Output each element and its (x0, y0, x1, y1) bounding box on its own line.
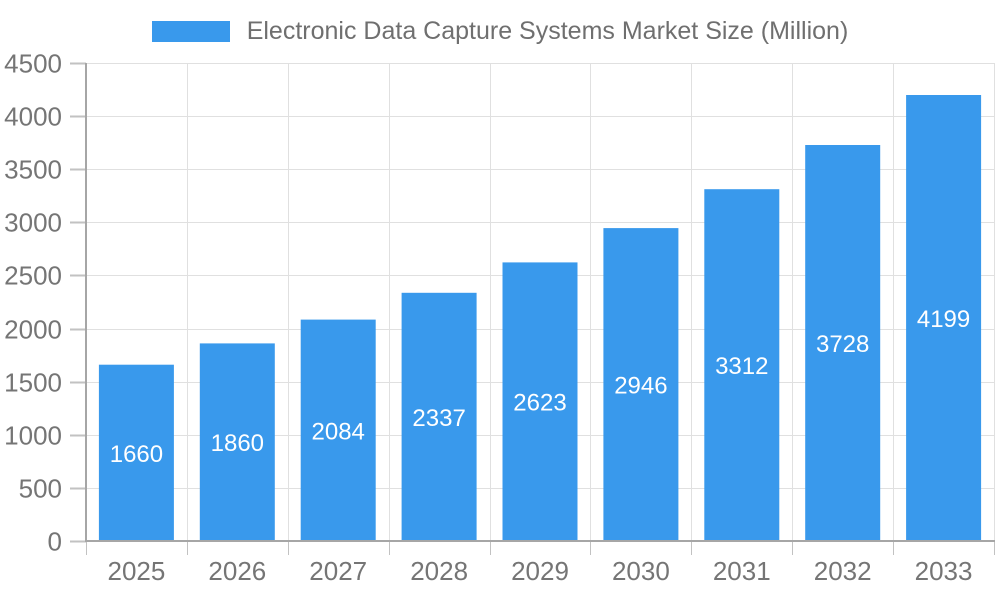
x-tick-label: 2027 (309, 556, 367, 586)
bar-2032[interactable] (805, 145, 881, 541)
bar-value-label: 3312 (715, 353, 768, 380)
x-tick-label: 2026 (208, 556, 266, 586)
y-tick-label: 0 (48, 527, 62, 557)
bar-2028[interactable] (401, 292, 477, 541)
y-tick-label: 3000 (4, 208, 62, 238)
x-tick-label: 2031 (713, 556, 771, 586)
bar-value-label: 1860 (211, 430, 264, 457)
y-tick-label: 2000 (4, 315, 62, 345)
bar-value-label: 2946 (614, 373, 667, 400)
legend-title: Electronic Data Capture Systems Market S… (246, 17, 849, 45)
y-tick-label: 3500 (4, 155, 62, 185)
bar-2029[interactable] (502, 262, 578, 541)
bar-2025[interactable] (98, 364, 174, 541)
chart-legend[interactable]: Electronic Data Capture Systems Market S… (0, 17, 1000, 45)
bar-2027[interactable] (300, 319, 376, 541)
bar-2030[interactable] (603, 228, 679, 541)
bar-value-label: 2337 (412, 405, 465, 432)
y-tick-label: 1500 (4, 368, 62, 398)
bar-2033[interactable] (906, 95, 982, 541)
bar-value-label: 4199 (917, 306, 970, 333)
y-tick-label: 4000 (4, 102, 62, 132)
bar-2026[interactable] (199, 343, 275, 541)
x-tick-label: 2025 (108, 556, 166, 586)
x-tick-label: 2032 (814, 556, 872, 586)
x-tick-label: 2030 (612, 556, 670, 586)
x-tick-label: 2033 (915, 556, 973, 586)
bar-value-label: 1660 (110, 441, 163, 468)
y-tick-label: 2500 (4, 261, 62, 291)
y-tick-label: 500 (19, 474, 62, 504)
bar-2031[interactable] (704, 189, 780, 541)
y-tick-label: 1000 (4, 421, 62, 451)
x-tick-label: 2029 (511, 556, 569, 586)
y-tick-label: 4500 (4, 49, 62, 79)
bar-value-label: 2084 (312, 418, 365, 445)
bar-value-label: 2623 (513, 390, 566, 417)
legend-marker (151, 20, 230, 42)
x-tick-label: 2028 (410, 556, 468, 586)
bar-value-label: 3728 (816, 331, 869, 358)
